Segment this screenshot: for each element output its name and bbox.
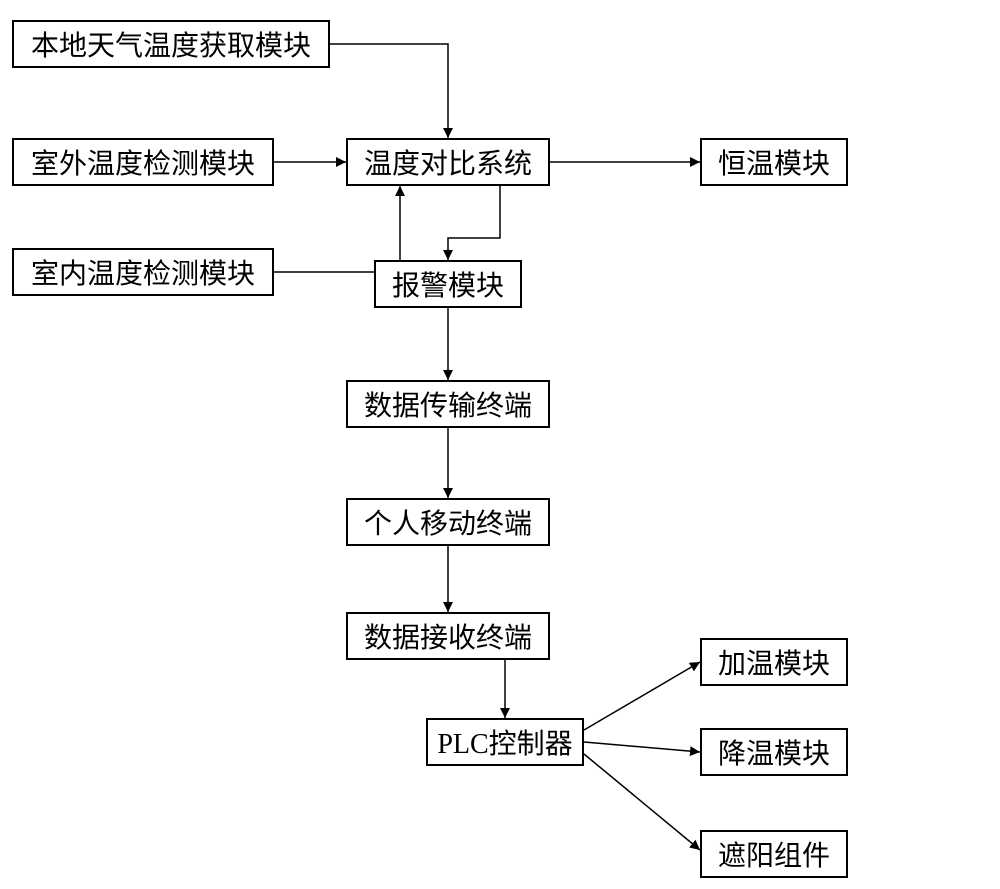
node-label: 报警模块 <box>392 264 504 304</box>
edge-n1-n4 <box>330 44 448 138</box>
node-n5: 恒温模块 <box>700 138 848 186</box>
node-n8: 个人移动终端 <box>346 498 550 546</box>
node-n9: 数据接收终端 <box>346 612 550 660</box>
node-n2: 室外温度检测模块 <box>12 138 274 186</box>
node-label: PLC控制器 <box>437 722 572 762</box>
edge-n10-n12 <box>584 742 700 752</box>
node-label: 室内温度检测模块 <box>31 252 255 292</box>
node-label: 加温模块 <box>718 642 830 682</box>
node-n11: 加温模块 <box>700 638 848 686</box>
node-label: 数据传输终端 <box>364 384 532 424</box>
diagram-canvas: 本地天气温度获取模块室外温度检测模块室内温度检测模块 温度对比系统 恒温模块报警模块… <box>0 0 1000 889</box>
edge-n10-n13 <box>584 754 700 850</box>
node-label: 室外温度检测模块 <box>31 142 255 182</box>
edge-n10-n11 <box>584 662 700 730</box>
node-n12: 降温模块 <box>700 728 848 776</box>
node-label: 降温模块 <box>718 732 830 772</box>
node-n13: 遮阳组件 <box>700 830 848 878</box>
node-label: 数据接收终端 <box>364 616 532 656</box>
node-label: 本地天气温度获取模块 <box>31 24 311 64</box>
edge-n4-n6 <box>448 186 500 260</box>
node-n1: 本地天气温度获取模块 <box>12 20 330 68</box>
node-label: 个人移动终端 <box>364 502 532 542</box>
node-label: 恒温模块 <box>718 142 830 182</box>
node-n7: 数据传输终端 <box>346 380 550 428</box>
node-n10: PLC控制器 <box>426 718 584 766</box>
node-label: 遮阳组件 <box>718 834 830 874</box>
node-n6: 报警模块 <box>374 260 522 308</box>
node-label: 温度对比系统 <box>364 142 532 182</box>
node-n3: 室内温度检测模块 <box>12 248 274 296</box>
node-n4: 温度对比系统 <box>346 138 550 186</box>
